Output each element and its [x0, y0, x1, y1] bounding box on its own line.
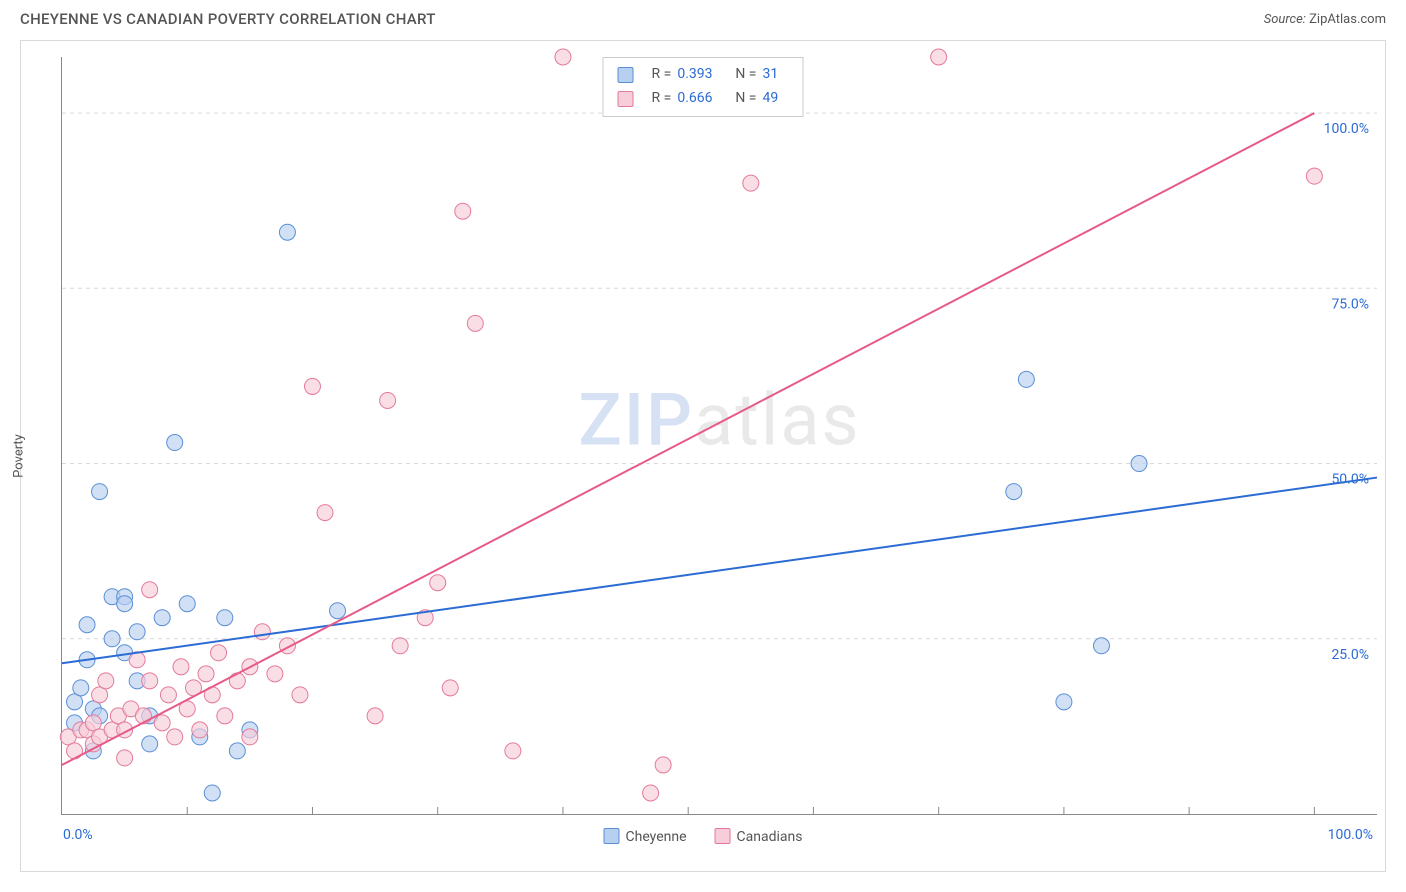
n-label: N = — [735, 87, 756, 111]
scatter-point — [204, 785, 220, 801]
scatter-point — [229, 673, 245, 689]
scatter-point — [217, 610, 233, 626]
scatter-point — [192, 722, 208, 738]
legend-swatch — [715, 828, 731, 844]
scatter-point — [142, 673, 158, 689]
scatter-point — [79, 617, 95, 633]
scatter-point — [267, 666, 283, 682]
legend-item: Cheyenne — [604, 828, 687, 845]
r-value: 0.666 — [677, 87, 723, 111]
scatter-point — [117, 750, 133, 766]
scatter-point — [304, 378, 320, 394]
scatter-plot-svg: 25.0%50.0%75.0%100.0% — [62, 57, 1377, 814]
trend-line — [62, 113, 1314, 765]
n-value: 31 — [762, 63, 788, 87]
chart-container: Poverty ZIPatlas 25.0%50.0%75.0%100.0% R… — [20, 40, 1386, 872]
scatter-point — [73, 680, 89, 696]
trend-line — [62, 478, 1377, 664]
scatter-point — [330, 603, 346, 619]
source-attribution: Source: ZipAtlas.com — [1264, 12, 1386, 27]
scatter-point — [160, 687, 176, 703]
scatter-point — [367, 708, 383, 724]
scatter-point — [931, 49, 947, 65]
stats-legend: R =0.393 N = 31 R =0.666 N = 49 — [603, 57, 804, 117]
scatter-point — [104, 631, 120, 647]
r-value: 0.393 — [677, 63, 723, 87]
scatter-point — [142, 582, 158, 598]
scatter-point — [555, 49, 571, 65]
scatter-point — [129, 624, 145, 640]
n-value: 49 — [762, 87, 788, 111]
scatter-point — [430, 575, 446, 591]
x-axis-max-label: 100.0% — [1328, 827, 1373, 843]
scatter-point — [167, 435, 183, 451]
scatter-point — [505, 743, 521, 759]
n-label: N = — [735, 63, 756, 87]
scatter-point — [1056, 694, 1072, 710]
scatter-point — [98, 673, 114, 689]
scatter-point — [317, 505, 333, 521]
scatter-point — [167, 729, 183, 745]
scatter-point — [1006, 484, 1022, 500]
scatter-point — [92, 484, 108, 500]
source-label: Source: — [1264, 12, 1306, 27]
scatter-point — [1018, 371, 1034, 387]
legend-swatch — [618, 67, 634, 83]
legend-swatch — [618, 91, 634, 107]
legend-swatch — [604, 828, 620, 844]
scatter-point — [154, 610, 170, 626]
scatter-point — [117, 596, 133, 612]
scatter-point — [1306, 168, 1322, 184]
r-label: R = — [652, 63, 672, 87]
svg-text:25.0%: 25.0% — [1331, 647, 1369, 663]
scatter-point — [154, 715, 170, 731]
scatter-point — [455, 203, 471, 219]
scatter-point — [643, 785, 659, 801]
legend-label: Canadians — [737, 829, 803, 845]
scatter-point — [392, 638, 408, 654]
scatter-point — [211, 645, 227, 661]
scatter-point — [1093, 638, 1109, 654]
legend-label: Cheyenne — [626, 829, 687, 845]
scatter-point — [279, 224, 295, 240]
scatter-point — [217, 708, 233, 724]
y-axis-label: Poverty — [12, 434, 27, 478]
scatter-point — [743, 175, 759, 191]
scatter-point — [173, 659, 189, 675]
source-value: ZipAtlas.com — [1309, 12, 1386, 27]
plot-area: ZIPatlas 25.0%50.0%75.0%100.0% — [61, 57, 1377, 815]
legend-item: Canadians — [715, 828, 803, 845]
r-label: R = — [652, 87, 672, 111]
stats-legend-row: R =0.666 N = 49 — [618, 87, 789, 111]
scatter-point — [1131, 456, 1147, 472]
scatter-point — [198, 666, 214, 682]
scatter-point — [655, 757, 671, 773]
chart-header: CHEYENNE VS CANADIAN POVERTY CORRELATION… — [0, 0, 1406, 34]
scatter-point — [242, 729, 258, 745]
scatter-point — [179, 596, 195, 612]
scatter-point — [142, 736, 158, 752]
scatter-point — [380, 392, 396, 408]
svg-text:100.0%: 100.0% — [1324, 121, 1369, 137]
stats-legend-row: R =0.393 N = 31 — [618, 63, 789, 87]
scatter-point — [442, 680, 458, 696]
scatter-point — [254, 624, 270, 640]
svg-text:75.0%: 75.0% — [1331, 296, 1369, 312]
scatter-point — [229, 743, 245, 759]
series-legend: Cheyenne Canadians — [604, 828, 803, 845]
scatter-point — [292, 687, 308, 703]
x-axis-min-label: 0.0% — [63, 827, 93, 843]
scatter-point — [467, 315, 483, 331]
chart-title: CHEYENNE VS CANADIAN POVERTY CORRELATION… — [20, 10, 436, 28]
